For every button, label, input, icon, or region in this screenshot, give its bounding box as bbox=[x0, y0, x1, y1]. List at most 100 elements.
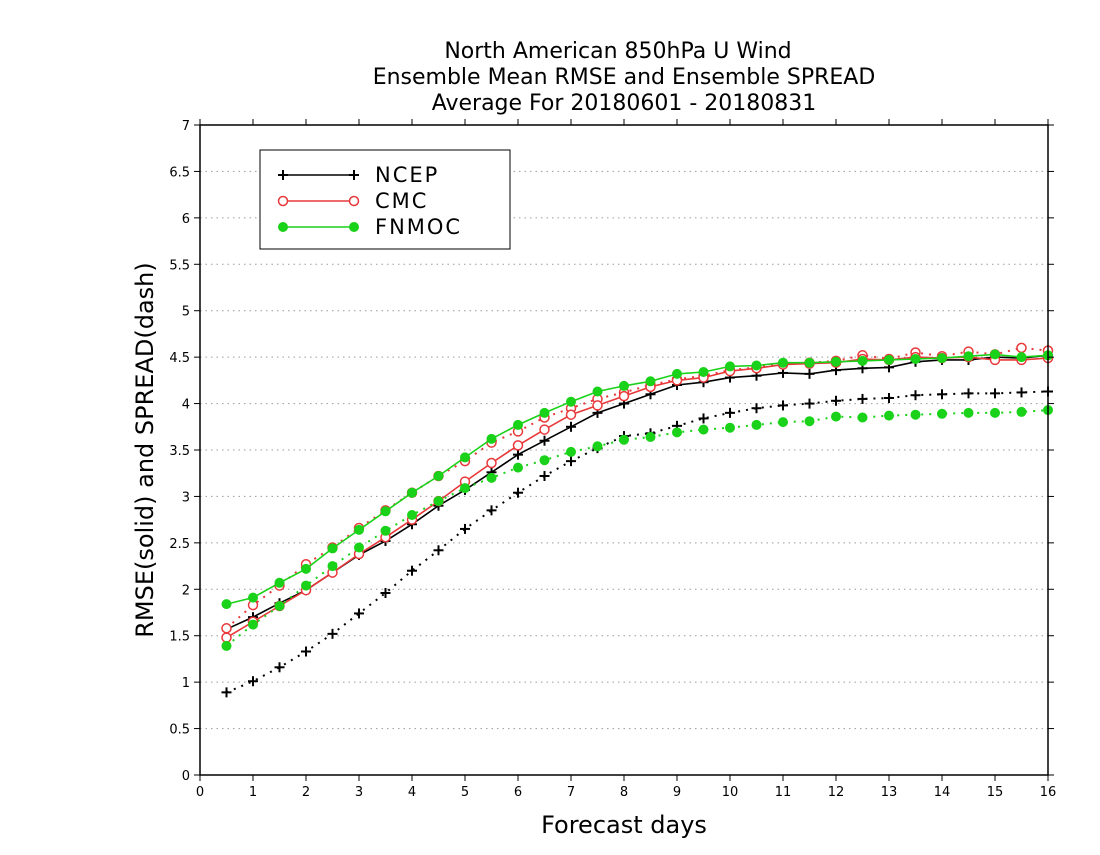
gridlines bbox=[200, 170, 1048, 730]
fnmoc-spread-point bbox=[513, 462, 523, 473]
fnmoc-rmse-point bbox=[407, 487, 417, 498]
x-tick-label: 12 bbox=[828, 785, 845, 800]
fnmoc-spread-point bbox=[539, 455, 550, 466]
fnmoc-rmse-point bbox=[725, 361, 735, 372]
fnmoc-spread-point bbox=[831, 411, 841, 422]
fnmoc-spread-point bbox=[751, 419, 762, 430]
y-tick-label: 6.5 bbox=[169, 165, 190, 180]
legend-marker-fnmoc bbox=[349, 222, 359, 232]
fnmoc-rmse-point bbox=[778, 357, 788, 368]
fnmoc-spread-point bbox=[1016, 406, 1027, 417]
ncep-spread-point bbox=[831, 395, 841, 406]
fnmoc-rmse-point bbox=[301, 563, 311, 574]
fnmoc-rmse-point bbox=[619, 380, 629, 391]
ncep-spread-point bbox=[566, 456, 576, 467]
x-tick-label: 15 bbox=[987, 785, 1004, 800]
x-tick-label: 14 bbox=[934, 785, 951, 800]
cmc-rmse-point bbox=[486, 457, 497, 469]
fnmoc-rmse-point bbox=[804, 357, 815, 368]
ncep-spread-point bbox=[248, 676, 258, 687]
fnmoc-spread-point bbox=[698, 424, 709, 435]
ncep-spread-point bbox=[857, 393, 868, 404]
x-tick-label: 0 bbox=[196, 785, 204, 800]
fnmoc-spread-point bbox=[301, 580, 311, 591]
x-tick-label: 13 bbox=[881, 785, 898, 800]
fnmoc-spread-point bbox=[937, 408, 947, 419]
cmc-spread-series bbox=[221, 342, 1054, 634]
fnmoc-spread-point bbox=[990, 407, 1000, 418]
ncep-spread-point bbox=[433, 545, 444, 556]
ncep-spread-point bbox=[990, 388, 1000, 399]
x-tick-label: 4 bbox=[408, 785, 416, 800]
cmc-spread-point bbox=[221, 623, 232, 634]
y-tick-label: 2 bbox=[182, 583, 190, 598]
ncep-rmse-line bbox=[226, 354, 1049, 630]
ncep-spread-point bbox=[910, 390, 921, 401]
legend-marker-cmc bbox=[348, 195, 360, 207]
fnmoc-rmse-point bbox=[460, 452, 470, 463]
legend-label-ncep: NCEP bbox=[375, 163, 439, 187]
fnmoc-rmse-point bbox=[884, 354, 894, 365]
fnmoc-spread-point bbox=[857, 412, 868, 423]
ncep-spread-point bbox=[274, 662, 285, 673]
x-tick-label: 6 bbox=[514, 785, 522, 800]
fnmoc-spread-point bbox=[884, 410, 894, 421]
ncep-spread-point bbox=[486, 505, 497, 516]
ncep-spread-point bbox=[407, 565, 417, 576]
axes: 00.511.522.533.544.555.566.570 1 2 3 4 5 6 7 8 9 1… bbox=[169, 119, 1056, 800]
y-tick-label: 0 bbox=[182, 769, 190, 784]
fnmoc-spread-series bbox=[221, 405, 1053, 651]
fnmoc-rmse-point bbox=[513, 419, 523, 430]
fnmoc-rmse-point bbox=[910, 354, 921, 364]
fnmoc-rmse-series bbox=[221, 349, 1053, 610]
chart-title-line-3: Average For 20180601 - 20180831 bbox=[432, 91, 817, 116]
fnmoc-rmse-point bbox=[857, 355, 868, 366]
fnmoc-spread-point bbox=[645, 432, 656, 442]
y-tick-label: 4 bbox=[182, 398, 190, 413]
fnmoc-rmse-point bbox=[433, 471, 444, 481]
fnmoc-spread-point bbox=[486, 472, 497, 483]
x-tick-label: 7 bbox=[567, 785, 575, 800]
y-tick-label: 3.5 bbox=[169, 444, 190, 459]
cmc-spread-line bbox=[225, 346, 1049, 630]
y-axis-title: RMSE(solid) and SPREAD(dash) bbox=[131, 262, 159, 638]
series-layer bbox=[221, 342, 1054, 698]
legend-box bbox=[259, 149, 511, 250]
fnmoc-rmse-point bbox=[751, 360, 762, 371]
x-tick-label: 16 bbox=[1040, 785, 1057, 800]
legend-marker-ncep bbox=[349, 170, 359, 180]
x-tick-label: 11 bbox=[775, 785, 792, 800]
cmc-rmse-point bbox=[592, 400, 603, 411]
ncep-spread-point bbox=[301, 646, 311, 657]
ncep-rmse-point bbox=[566, 421, 576, 432]
y-tick-label: 0.5 bbox=[169, 723, 190, 738]
fnmoc-spread-point bbox=[963, 407, 974, 418]
x-tick-label: 8 bbox=[620, 785, 628, 800]
ncep-rmse-point bbox=[804, 368, 815, 379]
cmc-rmse-point bbox=[512, 440, 524, 451]
cmc-rmse-point bbox=[618, 390, 630, 402]
ncep-spread-point bbox=[513, 487, 523, 498]
chart-title-line-2: Ensemble Mean RMSE and Ensemble SPREAD bbox=[373, 65, 876, 90]
fnmoc-rmse-point bbox=[937, 353, 947, 364]
fnmoc-rmse-point bbox=[990, 349, 1000, 360]
fnmoc-rmse-point bbox=[274, 577, 285, 588]
ncep-spread-point bbox=[539, 471, 550, 481]
fnmoc-rmse-point bbox=[354, 524, 364, 535]
fnmoc-rmse-point bbox=[963, 351, 974, 362]
x-tick-label: 1 bbox=[249, 785, 257, 800]
legend-marker-cmc bbox=[277, 195, 289, 207]
x-tick-label: 5 bbox=[461, 785, 469, 800]
y-tick-label: 5.5 bbox=[169, 258, 190, 273]
legend-label-cmc: CMC bbox=[375, 189, 428, 213]
fnmoc-spread-point bbox=[778, 417, 788, 428]
ncep-spread-point bbox=[937, 389, 947, 400]
y-tick-label: 5 bbox=[182, 305, 190, 320]
ncep-spread-point bbox=[963, 388, 974, 399]
y-tick-label: 3 bbox=[182, 490, 190, 505]
y-tick-label: 1 bbox=[182, 676, 190, 691]
ncep-spread-point bbox=[221, 687, 232, 698]
x-tick-label: 2 bbox=[302, 785, 310, 800]
fnmoc-rmse-point bbox=[221, 599, 232, 610]
